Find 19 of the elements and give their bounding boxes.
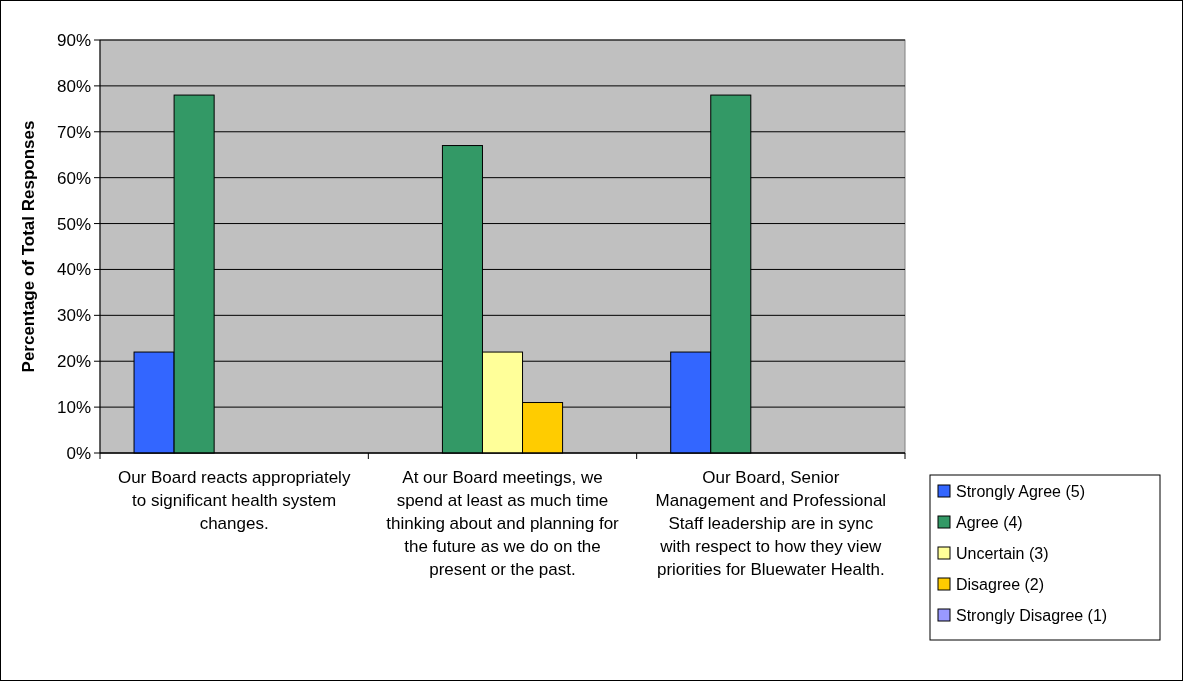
legend-label: Agree (4)	[956, 513, 1023, 531]
y-tick-label: 90%	[56, 30, 91, 50]
y-tick-label: 0%	[66, 443, 91, 463]
y-tick-label: 70%	[56, 122, 91, 142]
legend-label: Strongly Disagree (1)	[956, 606, 1108, 624]
x-tick-label: At our Board meetings, we spend at least as much time thinking about and planning for the future as we do on the present or the past.	[386, 468, 620, 579]
y-axis-title: Percentage of Total Responses	[19, 120, 38, 373]
legend-label: Strongly Agree (5)	[956, 482, 1085, 500]
y-tick-label: 30%	[56, 306, 91, 326]
y-tick-label: 10%	[56, 398, 91, 418]
x-tick-label: Our Board, Senior Management and Professional Staff leadership are in sync with respect to how they view priorities for Bluewater Health.	[655, 468, 887, 579]
legend-label: Uncertain (3)	[956, 544, 1049, 562]
x-tick-label: Our Board reacts appropriately to significant health system changes.	[117, 468, 351, 533]
y-tick-label: 80%	[56, 76, 91, 96]
legend-label: Disagree (2)	[956, 575, 1045, 593]
y-tick-label: 60%	[56, 168, 91, 188]
y-tick-label: 20%	[56, 352, 91, 372]
y-tick-label: 50%	[56, 214, 91, 234]
y-tick-label: 40%	[56, 260, 91, 280]
